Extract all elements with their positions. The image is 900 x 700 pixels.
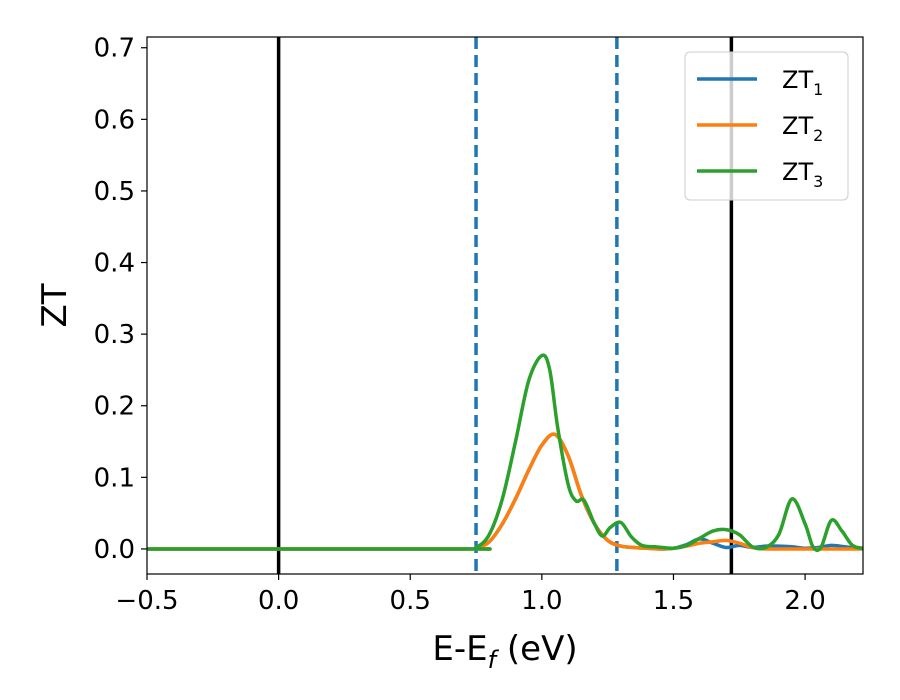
y-tick-label: 0.3: [94, 320, 135, 350]
x-tick-label: 1.5: [653, 586, 694, 616]
x-tick-label: −0.5: [115, 586, 178, 616]
x-tick-label: 0.5: [390, 586, 431, 616]
y-tick-label: 0.4: [94, 249, 135, 279]
y-tick-label: 0.0: [94, 535, 135, 565]
legend-box: [684, 51, 849, 201]
legend-label-zt1: ZT1: [782, 66, 823, 99]
axes-frame: [146, 36, 864, 575]
y-tick-label: 0.6: [94, 105, 135, 135]
y-tick-label: 0.1: [94, 463, 135, 493]
y-tick-label: 0.5: [94, 177, 135, 207]
y-axis-label: ZT: [35, 283, 75, 327]
series-line-zt2: [147, 432, 863, 551]
x-tick-label: 1.0: [521, 586, 562, 616]
x-tick-label: 2.0: [784, 586, 825, 616]
y-tick-label: 0.2: [94, 392, 135, 422]
x-tick-label: 0.0: [258, 586, 299, 616]
series-line-zt3: [147, 353, 863, 553]
y-tick-label: 0.7: [94, 34, 135, 64]
x-axis-label: E-Ef (eV): [432, 629, 577, 674]
axes: −0.5 0.0 0.5 1.0 1.5 2.0 0.0 0.1 0.2 0.3 0.4 0.5 0.6…: [35, 34, 864, 674]
legend: ZT1 ZT2 ZT3: [684, 51, 849, 201]
legend-label-zt3: ZT3: [782, 158, 823, 191]
legend-label-zt2: ZT2: [782, 112, 823, 145]
